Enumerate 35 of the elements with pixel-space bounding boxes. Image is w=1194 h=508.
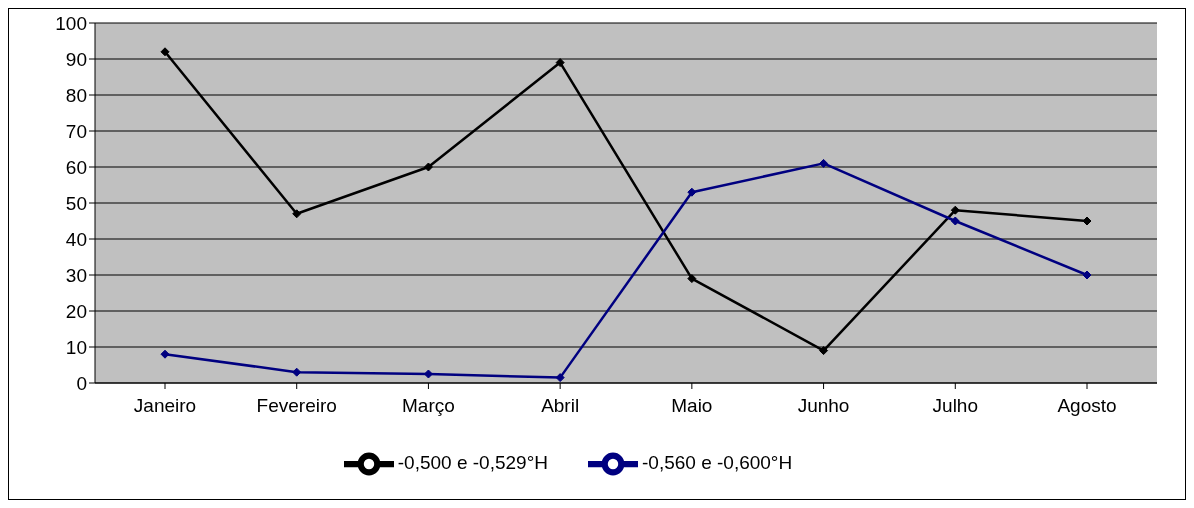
point bbox=[819, 346, 829, 356]
point bbox=[819, 158, 829, 168]
point bbox=[160, 47, 170, 57]
y-tick-label: 90 bbox=[65, 48, 87, 70]
y-tick-label: 0 bbox=[76, 372, 87, 394]
y-tick-label: 10 bbox=[65, 336, 87, 358]
point bbox=[687, 274, 697, 284]
x-tick-label: Abril bbox=[541, 395, 580, 417]
point bbox=[423, 162, 433, 172]
legend-label: -0,500 e -0,529°H bbox=[397, 452, 548, 474]
x-tick-label: Maio bbox=[671, 395, 713, 417]
x-tick-label: Março bbox=[402, 395, 455, 417]
point bbox=[555, 58, 565, 68]
x-tick-label: Fevereiro bbox=[256, 395, 337, 417]
point bbox=[687, 187, 697, 197]
y-tick-label: 50 bbox=[65, 192, 87, 214]
y-tick-label: 20 bbox=[65, 300, 87, 322]
point bbox=[555, 373, 565, 383]
y-tick-label: 40 bbox=[65, 228, 87, 250]
y-tick-label: 80 bbox=[65, 84, 87, 106]
y-tick-label: 30 bbox=[65, 264, 87, 286]
x-tick-label: Junho bbox=[797, 395, 850, 417]
y-tick-label: 60 bbox=[65, 156, 87, 178]
legend-label: -0,560 e -0,600°H bbox=[642, 452, 793, 474]
point bbox=[292, 367, 302, 377]
y-tick-label: 70 bbox=[65, 120, 87, 142]
y-tick-label: 100 bbox=[55, 12, 87, 34]
point bbox=[160, 349, 170, 359]
point bbox=[950, 205, 960, 215]
x-tick-label: Agosto bbox=[1057, 395, 1117, 417]
point bbox=[950, 216, 960, 226]
x-tick-label: Janeiro bbox=[133, 395, 197, 417]
point bbox=[292, 209, 302, 219]
x-tick-label: Julho bbox=[932, 395, 978, 417]
point bbox=[1082, 270, 1092, 280]
